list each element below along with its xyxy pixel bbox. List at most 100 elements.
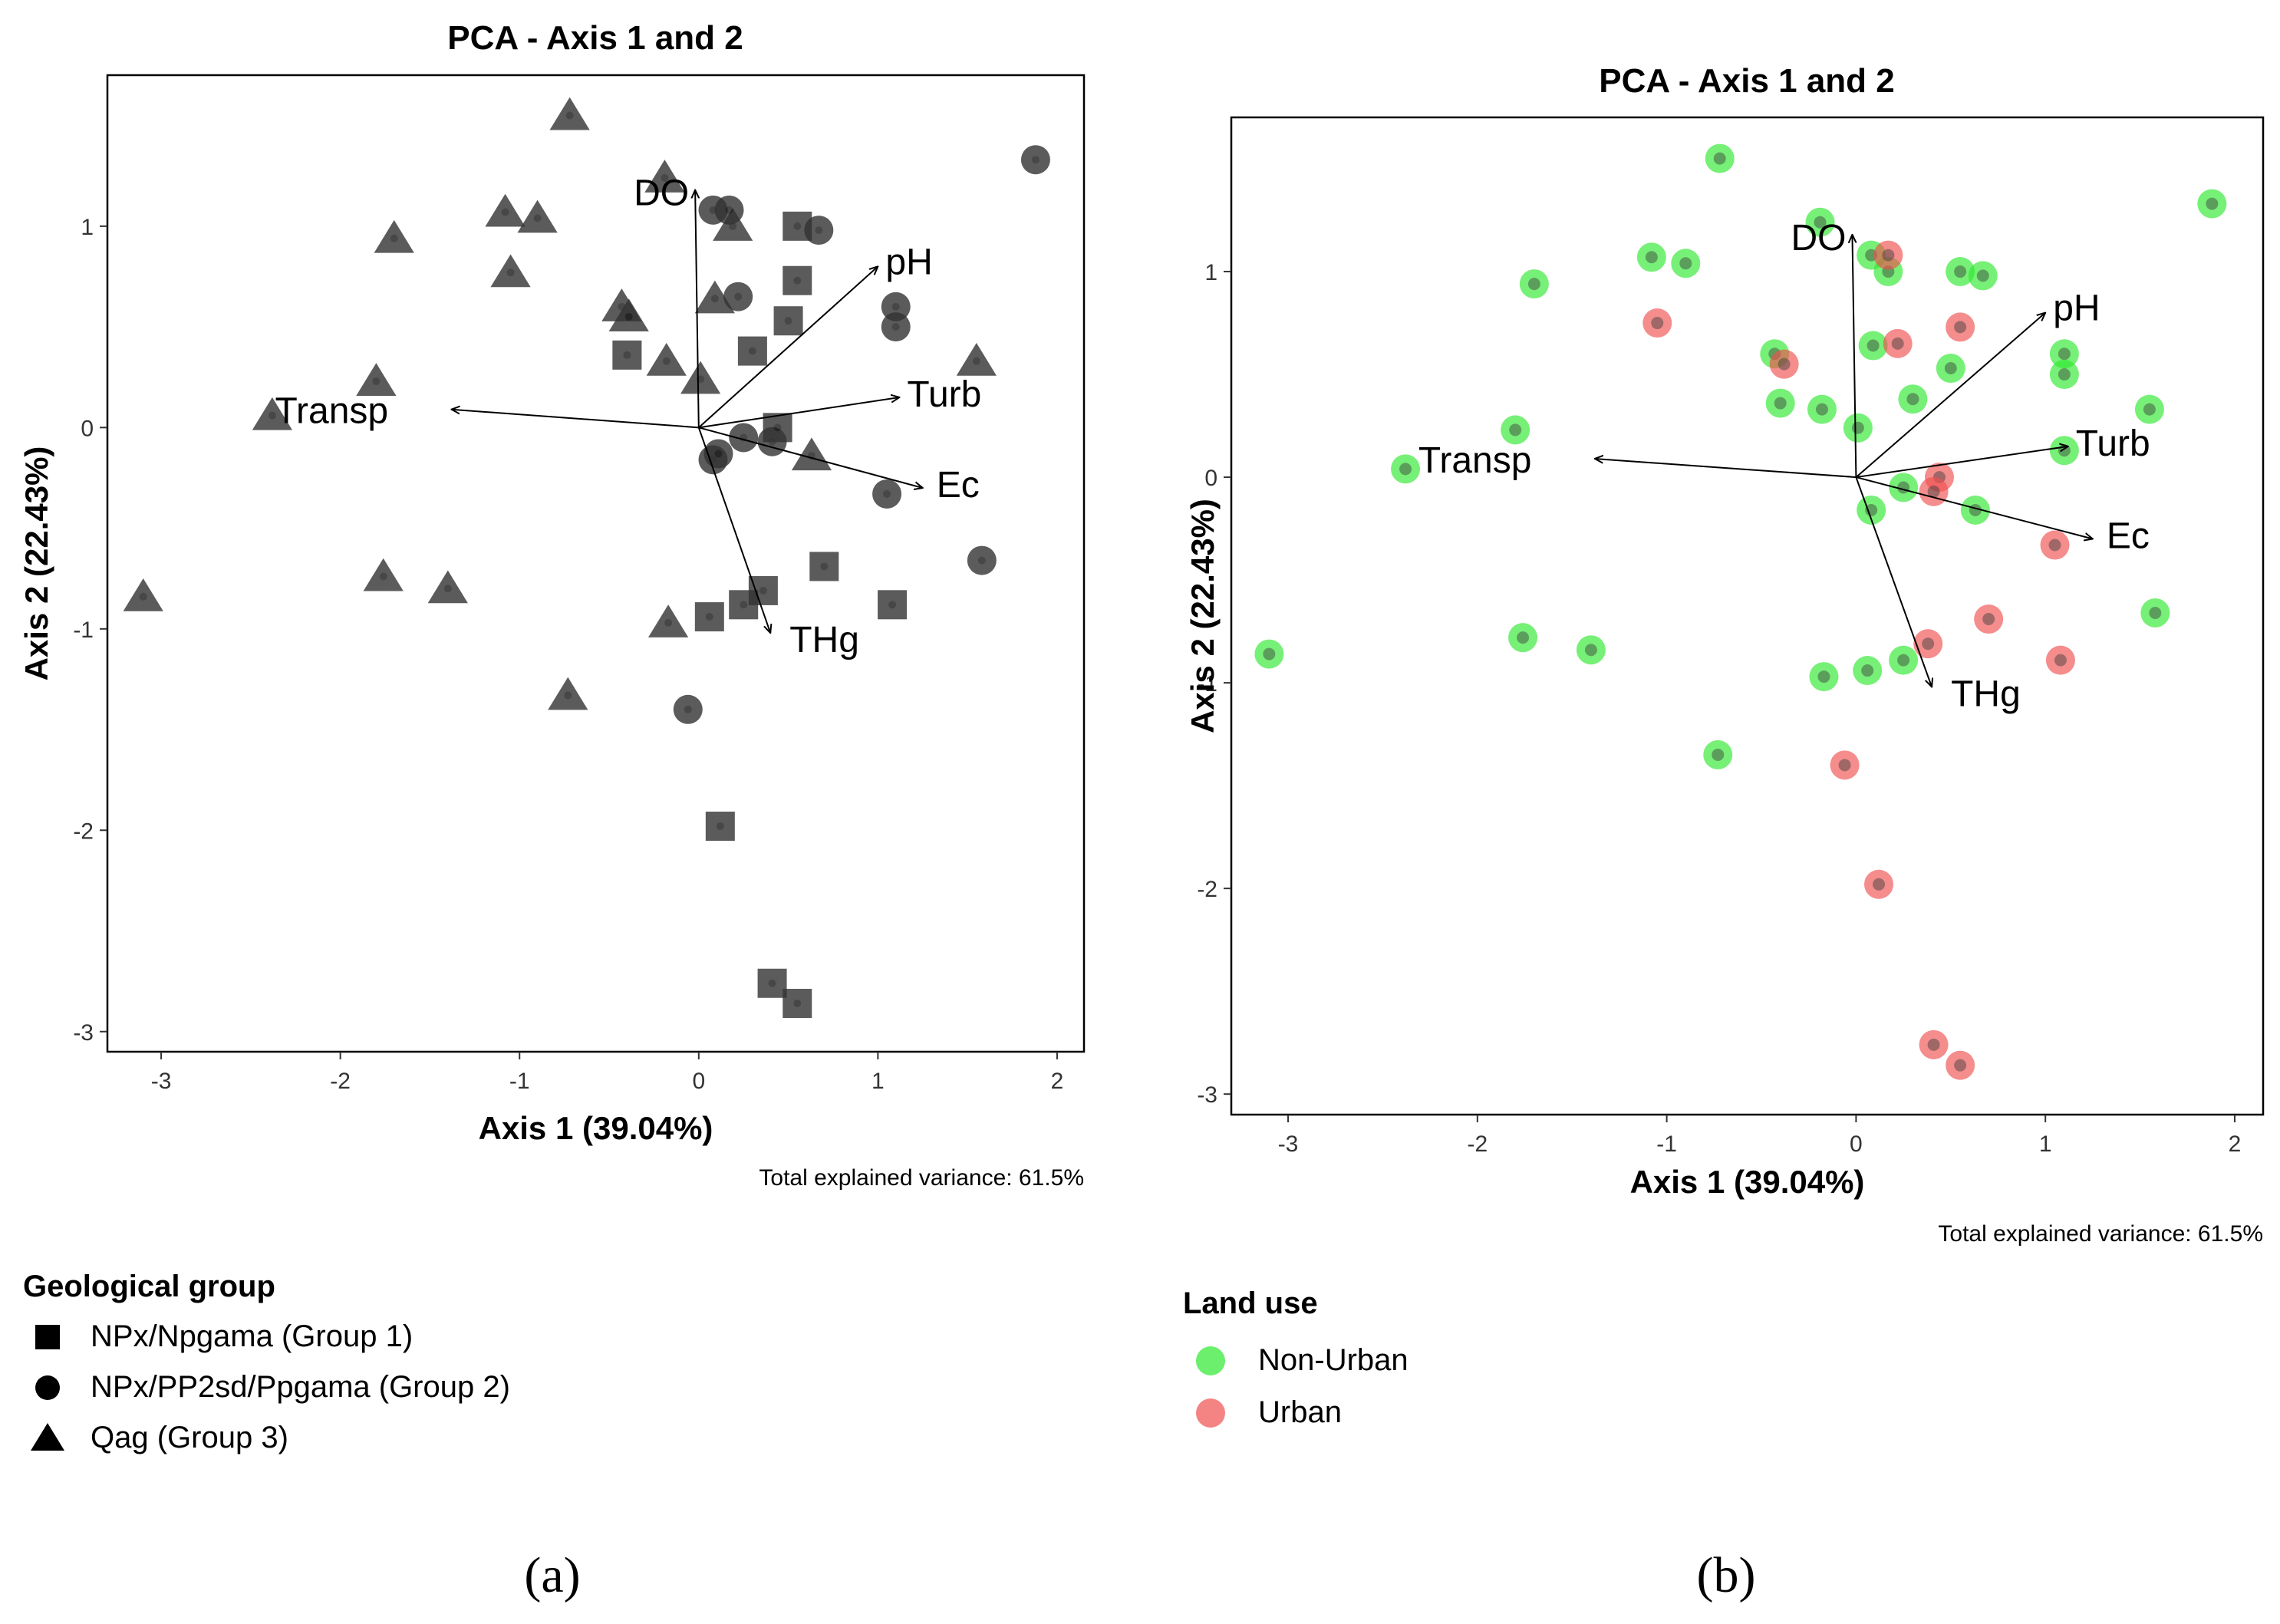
point-center [1031, 156, 1040, 164]
data-point [1501, 415, 1530, 445]
point-center [1713, 152, 1726, 165]
point-center [1509, 423, 1522, 436]
explained-variance-note: Total explained variance: 61.5% [759, 1165, 1084, 1191]
data-point [1946, 1050, 1975, 1080]
data-point [881, 312, 911, 342]
x-tick-label: 0 [1850, 1132, 1863, 1157]
point-center [506, 268, 515, 277]
point-center [564, 691, 572, 700]
data-point [608, 298, 649, 331]
point-center [1851, 421, 1864, 434]
data-point [1919, 476, 1949, 506]
point-urban [1919, 1029, 1949, 1059]
point-center [725, 206, 733, 214]
point-center [734, 292, 743, 301]
point-center [714, 450, 723, 458]
data-point [1769, 349, 1799, 379]
data-point [694, 602, 724, 632]
point-non-urban [1703, 740, 1733, 769]
loading-label-do: DO [634, 173, 689, 214]
point-non-urban [1889, 645, 1919, 675]
point-center [372, 377, 381, 385]
data-point [1807, 394, 1837, 424]
plot-frame [106, 74, 1086, 1053]
data-point [1765, 388, 1795, 418]
x-tick-label: 1 [871, 1069, 885, 1094]
data-point [374, 219, 414, 253]
x-tick-label: 2 [1051, 1069, 1064, 1094]
data-point [1519, 269, 1549, 299]
point-center [1263, 647, 1276, 660]
data-point [1508, 623, 1538, 653]
legend-label: Non-Urban [1258, 1343, 1409, 1377]
y-axis-label: Axis 2 (22.43%) [18, 446, 54, 681]
point-center [139, 592, 147, 601]
point-center [1774, 397, 1787, 410]
point-non-urban [1807, 394, 1837, 424]
point-center [1906, 393, 1919, 406]
data-point [1946, 257, 1975, 287]
data-point [490, 254, 531, 288]
data-point [680, 361, 721, 394]
point-center [888, 601, 897, 609]
point-urban [1864, 869, 1894, 899]
data-point [517, 199, 558, 233]
point-non-urban [1936, 354, 1965, 384]
point-center [1651, 317, 1664, 330]
data-point [1864, 869, 1894, 899]
point-non-urban [1843, 413, 1873, 443]
point-center [1838, 759, 1851, 772]
point-non-urban [2197, 189, 2227, 219]
data-point [2040, 530, 2070, 560]
legend-label: Urban [1258, 1395, 1342, 1429]
point-center [883, 489, 891, 498]
data-point [729, 590, 759, 620]
loading-arrow-do [1852, 235, 1856, 478]
x-axis-label: Axis 1 (39.04%) [1630, 1164, 1865, 1200]
point-center [533, 214, 542, 222]
point-non-urban [1858, 331, 1888, 361]
point-center [684, 705, 692, 713]
data-point [2045, 645, 2075, 675]
point-non-urban [1898, 384, 1928, 414]
point-center [2048, 539, 2061, 552]
data-point [363, 558, 404, 591]
point-center [1927, 1038, 1940, 1051]
point-center [664, 618, 673, 627]
legend-title: Land use [1183, 1286, 1318, 1320]
point-center [1517, 631, 1530, 644]
loading-label-ec: Ec [937, 465, 980, 506]
point-center [2058, 368, 2071, 381]
point-non-urban [1960, 495, 1990, 525]
explained-variance-note: Total explained variance: 61.5% [1938, 1221, 2263, 1247]
x-tick-label: 1 [2039, 1132, 2052, 1157]
point-non-urban [1519, 269, 1549, 299]
data-point [1020, 145, 1050, 175]
point-center [1679, 257, 1692, 270]
x-tick-label: -2 [330, 1069, 351, 1094]
legend: Geological group NPx/Npgama (Group 1) NPx/… [23, 1270, 510, 1454]
point-center [1944, 362, 1957, 375]
data-point [1946, 312, 1975, 342]
point-non-urban [1254, 639, 1284, 669]
data-point [1898, 384, 1928, 414]
data-point [612, 340, 642, 370]
data-point [647, 604, 689, 637]
point-center [759, 586, 767, 595]
point-center [1712, 748, 1725, 761]
loading-label-ec: Ec [2107, 516, 2150, 556]
point-center [793, 276, 802, 285]
point-center [501, 208, 509, 216]
point-center [710, 295, 719, 303]
data-point [878, 590, 908, 620]
chart-panel-b: PCA - Axis 1 and 2 -3 -2 -1 0 1 2 -3 -2 -1 0 1 Axis … [1183, 62, 2265, 1603]
point-non-urban [1576, 635, 1606, 665]
point-non-urban [1805, 207, 1835, 237]
loading-arrow-turb [1856, 446, 2067, 479]
point-urban [1913, 629, 1943, 659]
data-points [1254, 143, 2227, 1080]
loading-arrow-thg [697, 427, 770, 633]
legend-title: Geological group [23, 1270, 275, 1303]
y-tick-label: 1 [1204, 260, 1217, 285]
loading-arrow-do [695, 190, 699, 428]
